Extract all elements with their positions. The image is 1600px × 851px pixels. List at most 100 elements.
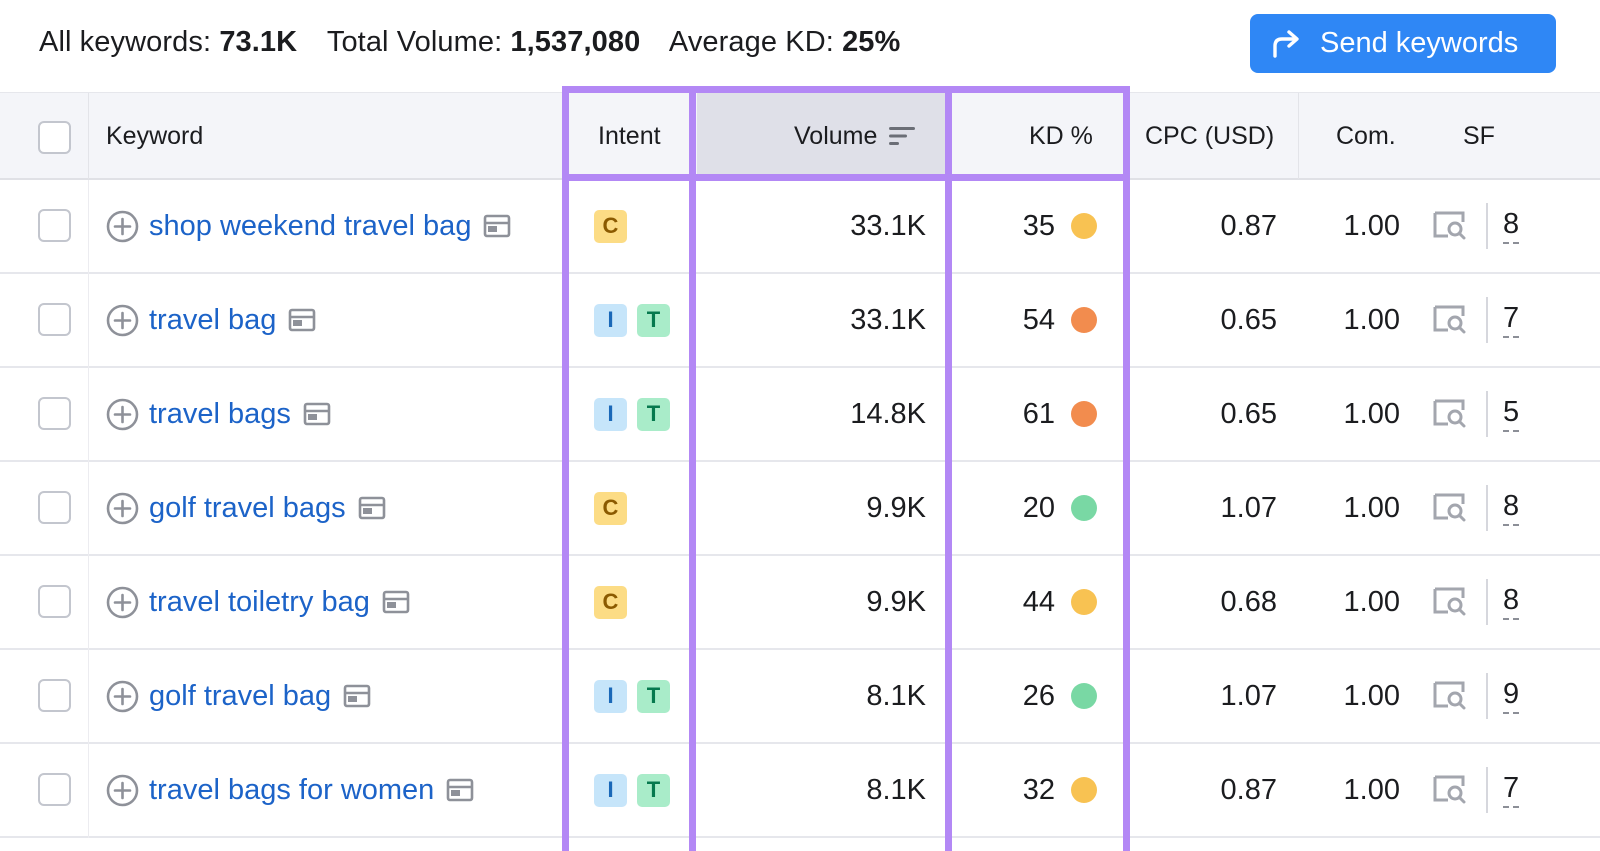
row-divider bbox=[88, 274, 89, 368]
keyword-link[interactable]: travel bags bbox=[149, 397, 291, 430]
sf-count[interactable]: 8 bbox=[1503, 462, 1520, 554]
row-divider bbox=[88, 556, 89, 650]
add-circle-icon[interactable] bbox=[106, 492, 139, 525]
volume-value: 9.9K bbox=[866, 491, 926, 524]
row-divider bbox=[88, 180, 89, 274]
row-checkbox[interactable] bbox=[38, 303, 71, 336]
header-divider bbox=[1298, 93, 1299, 179]
sf-count[interactable]: 9 bbox=[1503, 650, 1520, 742]
add-circle-icon[interactable] bbox=[106, 210, 139, 243]
sf-divider bbox=[1486, 297, 1488, 343]
serp-snapshot-icon[interactable] bbox=[358, 496, 386, 520]
keyword-link[interactable]: travel toiletry bag bbox=[149, 585, 370, 618]
volume-value: 33.1K bbox=[850, 209, 926, 242]
kd-difficulty-dot bbox=[1071, 589, 1097, 615]
cpc-value: 0.68 bbox=[1220, 585, 1277, 618]
row-checkbox[interactable] bbox=[38, 397, 71, 430]
serp-features-icon[interactable] bbox=[1432, 398, 1466, 428]
column-intent[interactable]: Intent bbox=[598, 121, 661, 150]
column-com[interactable]: Com. bbox=[1336, 121, 1396, 150]
column-cpc[interactable]: CPC (USD) bbox=[1145, 121, 1275, 150]
average-kd-label: Average KD: bbox=[668, 26, 834, 58]
header-divider bbox=[88, 93, 89, 179]
sf-count-value: 9 bbox=[1503, 678, 1520, 714]
intent-badge: I bbox=[594, 303, 627, 337]
serp-features-icon[interactable] bbox=[1432, 680, 1466, 710]
sf-divider bbox=[1486, 673, 1488, 719]
add-circle-icon[interactable] bbox=[106, 680, 139, 713]
column-sf[interactable]: SF bbox=[1463, 121, 1495, 150]
sf-count[interactable]: 7 bbox=[1503, 744, 1520, 836]
sort-descending-icon bbox=[889, 127, 916, 145]
add-circle-icon[interactable] bbox=[106, 774, 139, 807]
table-row: golf travel bags C 9.9K 20 1.07 1.00 8 bbox=[0, 462, 1600, 556]
serp-features-icon[interactable] bbox=[1432, 492, 1466, 522]
serp-features-icon[interactable] bbox=[1432, 304, 1466, 334]
serp-features-icon[interactable] bbox=[1432, 586, 1466, 616]
kd-difficulty-dot bbox=[1071, 307, 1097, 333]
select-all-checkbox[interactable] bbox=[38, 121, 71, 154]
cpc-value: 1.07 bbox=[1220, 679, 1277, 712]
sf-divider bbox=[1486, 579, 1488, 625]
sf-divider bbox=[1486, 767, 1488, 813]
row-checkbox[interactable] bbox=[38, 773, 71, 806]
add-circle-icon[interactable] bbox=[106, 398, 139, 431]
row-checkbox[interactable] bbox=[38, 491, 71, 524]
share-arrow-icon bbox=[1273, 29, 1299, 58]
table-row: shop weekend travel bag C 33.1K 35 0.87 … bbox=[0, 180, 1600, 274]
serp-snapshot-icon[interactable] bbox=[343, 684, 371, 708]
cpc-value: 0.65 bbox=[1220, 303, 1277, 336]
send-keywords-button[interactable]: Send keywords bbox=[1250, 14, 1556, 73]
keyword-link[interactable]: golf travel bags bbox=[149, 491, 346, 524]
row-checkbox[interactable] bbox=[38, 585, 71, 618]
intent-badge: T bbox=[637, 679, 670, 713]
serp-features-icon[interactable] bbox=[1432, 210, 1466, 240]
sf-count-value: 5 bbox=[1503, 396, 1520, 432]
add-circle-icon[interactable] bbox=[106, 586, 139, 619]
keyword-cell: shop weekend travel bag bbox=[106, 180, 511, 272]
volume-value: 33.1K bbox=[850, 303, 926, 336]
add-circle-icon[interactable] bbox=[106, 304, 139, 337]
row-checkbox[interactable] bbox=[38, 679, 71, 712]
send-keywords-label: Send keywords bbox=[1320, 27, 1519, 59]
serp-snapshot-icon[interactable] bbox=[483, 214, 511, 238]
serp-features-icon[interactable] bbox=[1432, 774, 1466, 804]
all-keywords-label: All keywords: bbox=[39, 26, 212, 58]
kd-difficulty-dot bbox=[1071, 777, 1097, 803]
average-kd-value: 25% bbox=[842, 26, 901, 58]
keyword-cell: golf travel bags bbox=[106, 462, 386, 554]
sf-count[interactable]: 8 bbox=[1503, 556, 1520, 648]
intent-badge: I bbox=[594, 773, 627, 807]
row-divider bbox=[88, 462, 89, 556]
keyword-link[interactable]: golf travel bag bbox=[149, 679, 332, 712]
keyword-link[interactable]: travel bags for women bbox=[149, 773, 435, 806]
sf-count-value: 7 bbox=[1503, 302, 1520, 338]
kd-difficulty-dot bbox=[1071, 401, 1097, 427]
keyword-link[interactable]: shop weekend travel bag bbox=[149, 209, 472, 242]
column-keyword[interactable]: Keyword bbox=[106, 121, 204, 150]
serp-snapshot-icon[interactable] bbox=[303, 402, 331, 426]
competition-value: 1.00 bbox=[1343, 585, 1400, 618]
sf-count-value: 7 bbox=[1503, 772, 1520, 808]
keyword-link[interactable]: travel bag bbox=[149, 303, 277, 336]
column-volume[interactable]: Volume bbox=[794, 93, 916, 179]
intent-badge: I bbox=[594, 679, 627, 713]
column-kd[interactable]: KD % bbox=[1029, 121, 1093, 150]
row-checkbox[interactable] bbox=[38, 209, 71, 242]
row-divider bbox=[88, 368, 89, 462]
serp-snapshot-icon[interactable] bbox=[382, 590, 410, 614]
kd-value: 20 bbox=[1022, 491, 1055, 524]
row-divider bbox=[88, 650, 89, 744]
serp-snapshot-icon[interactable] bbox=[446, 778, 474, 802]
kd-value: 26 bbox=[1022, 679, 1055, 712]
keyword-cell: travel bags bbox=[106, 368, 331, 460]
sf-count[interactable]: 7 bbox=[1503, 274, 1520, 366]
sf-count[interactable]: 5 bbox=[1503, 368, 1520, 460]
sf-count[interactable]: 8 bbox=[1503, 180, 1520, 272]
competition-value: 1.00 bbox=[1343, 397, 1400, 430]
serp-snapshot-icon[interactable] bbox=[288, 308, 316, 332]
